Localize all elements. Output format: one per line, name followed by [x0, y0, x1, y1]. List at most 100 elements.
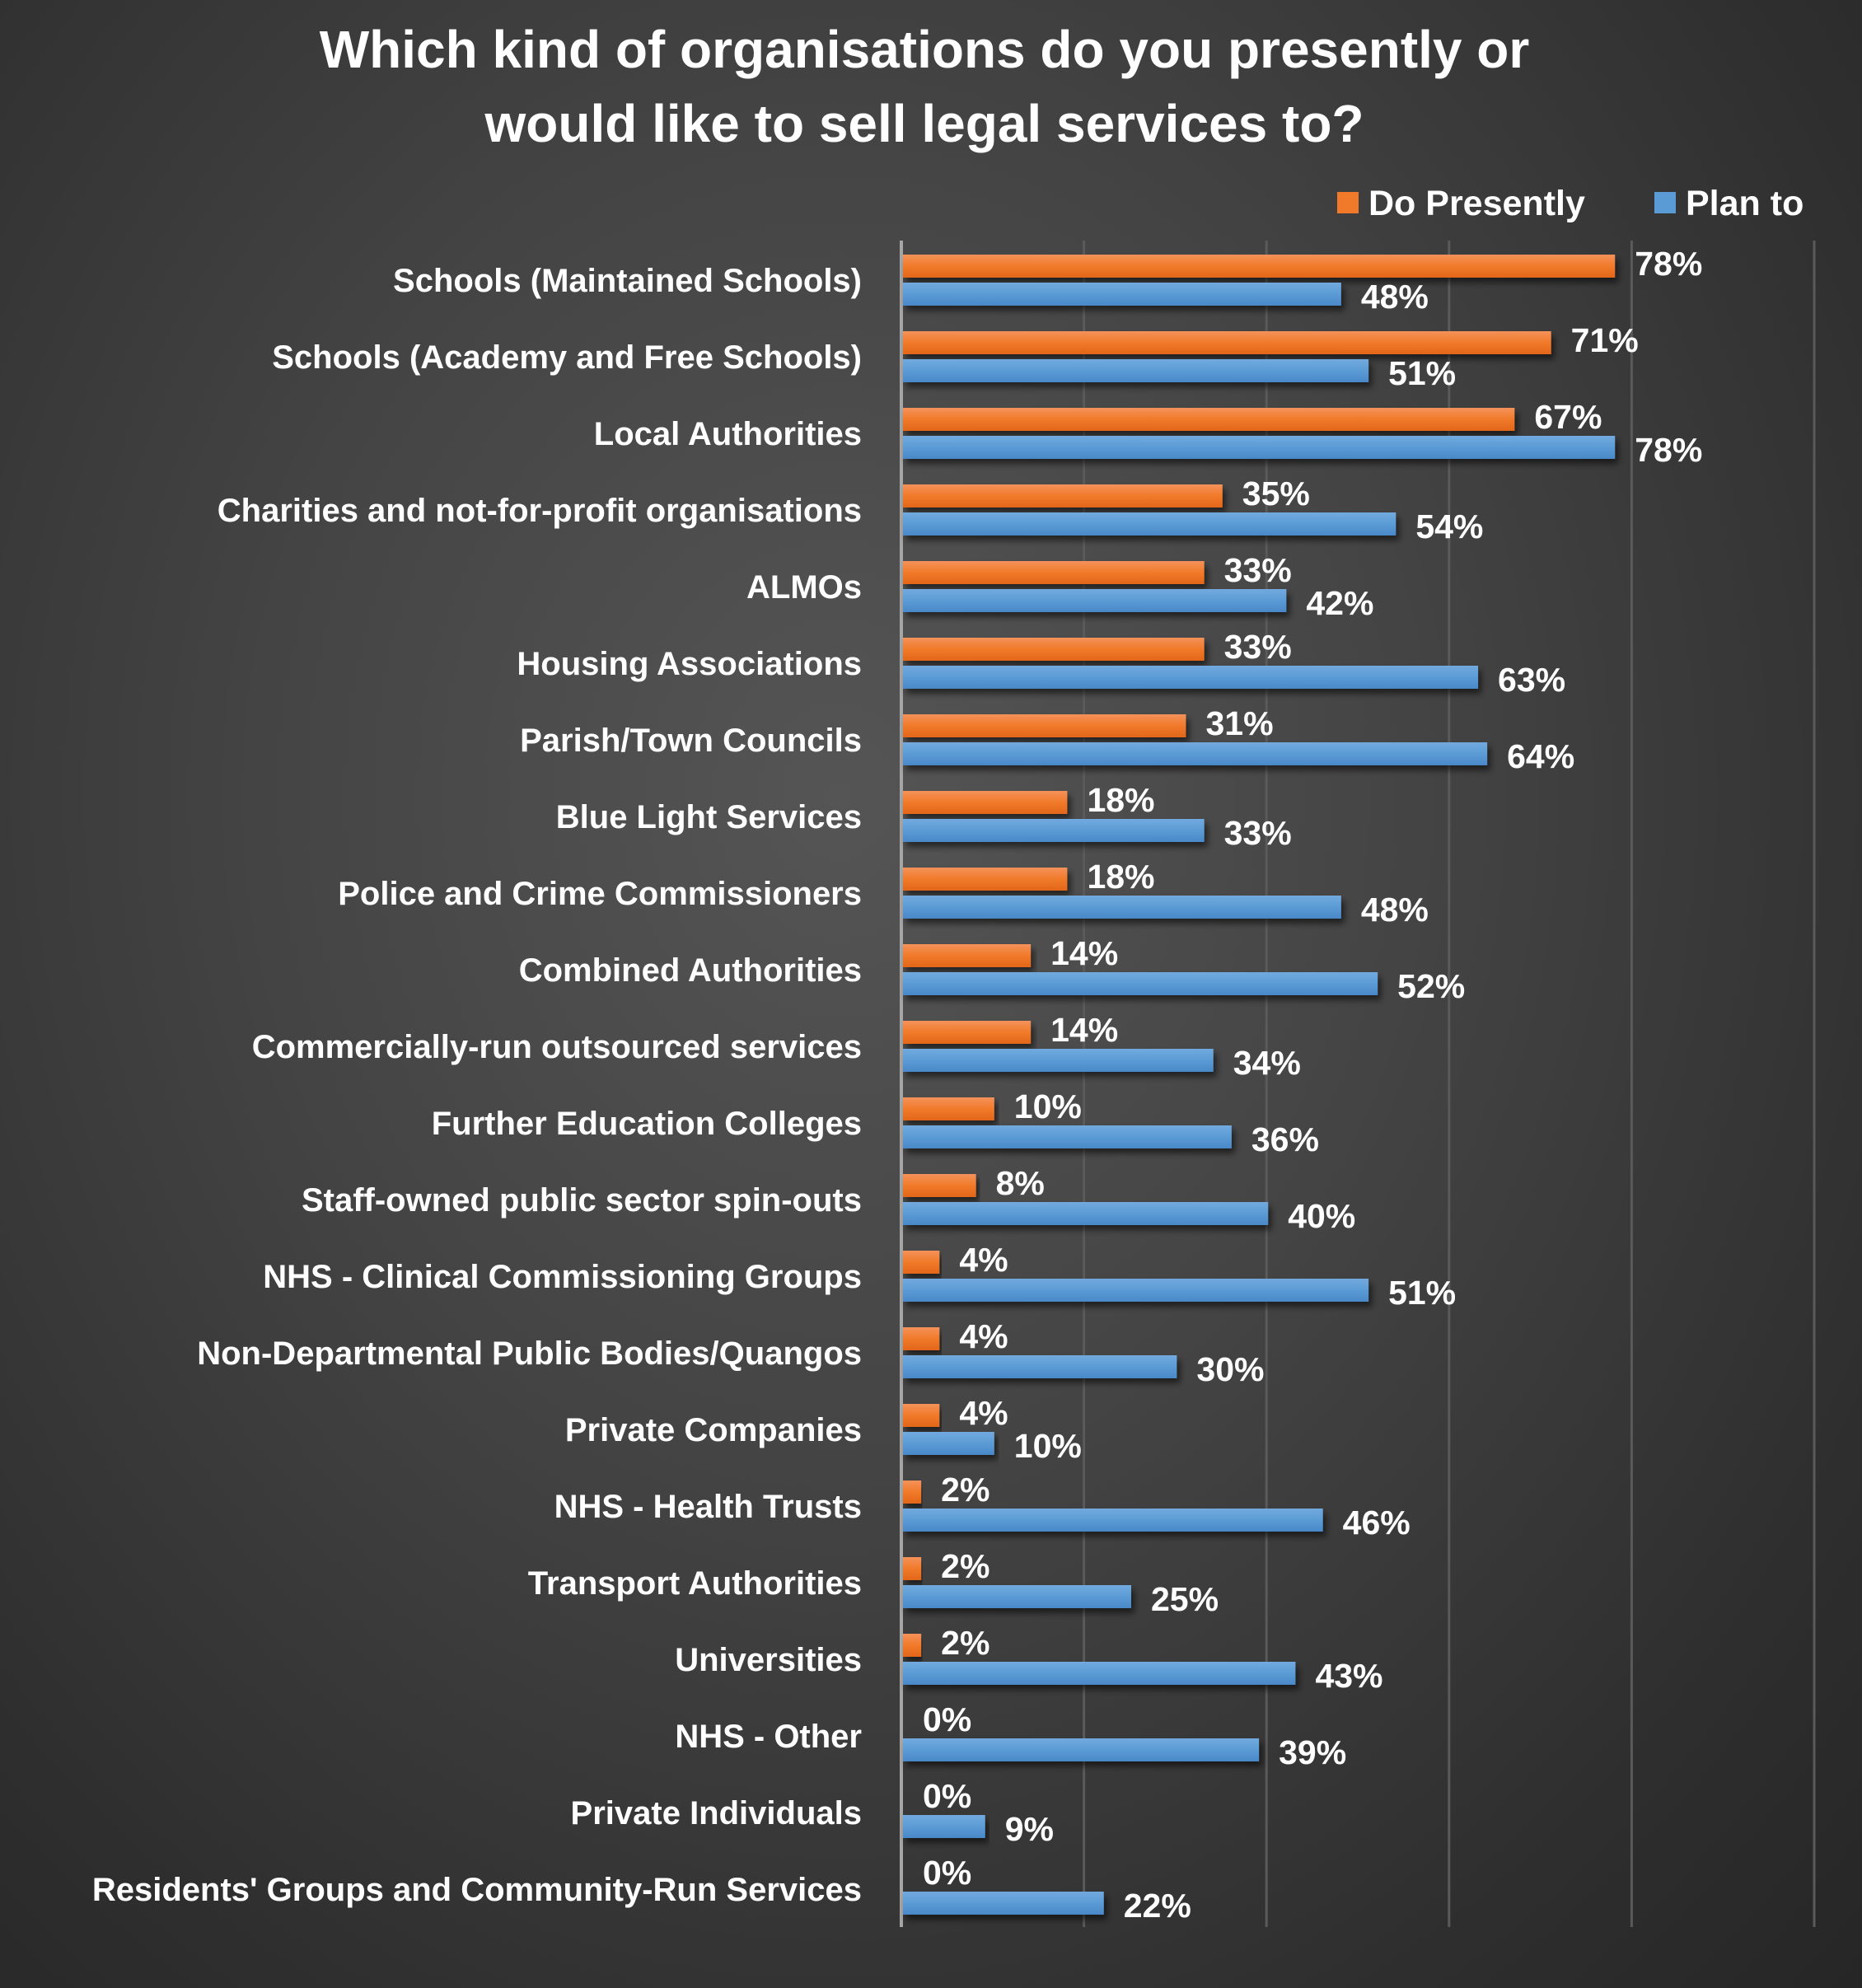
bar-plan-to	[903, 1049, 1214, 1072]
data-label-do-presently: 2%	[941, 1471, 989, 1509]
bar-do-presently	[903, 331, 1551, 354]
data-label-do-presently: 78%	[1635, 245, 1702, 283]
bar-do-presently	[903, 638, 1205, 661]
bar-plan-to	[903, 1202, 1269, 1225]
bars	[903, 255, 1616, 1915]
data-label-do-presently: 2%	[941, 1624, 989, 1662]
category-label: Commercially-run outsourced services	[252, 1029, 862, 1065]
bar-do-presently	[903, 1021, 1032, 1044]
category-label: Residents' Groups and Community-Run Serv…	[92, 1872, 862, 1908]
data-label-plan-to: 30%	[1196, 1350, 1264, 1388]
data-label-do-presently: 35%	[1242, 475, 1310, 512]
category-label: Private Individuals	[571, 1795, 862, 1831]
data-label-plan-to: 54%	[1415, 508, 1483, 545]
data-label-do-presently: 8%	[996, 1164, 1045, 1202]
data-label-do-presently: 31%	[1205, 704, 1273, 742]
category-label: Schools (Academy and Free Schools)	[272, 339, 862, 376]
bar-plan-to	[903, 1662, 1296, 1685]
category-labels: Schools (Maintained Schools) Schools (Aca…	[92, 263, 862, 1908]
category-label: Combined Authorities	[519, 952, 862, 989]
bar-plan-to	[903, 1815, 985, 1838]
data-label-plan-to: 10%	[1014, 1427, 1082, 1465]
legend-label-do-presently: Do Presently	[1368, 184, 1585, 223]
data-label-do-presently: 0%	[923, 1777, 971, 1815]
data-label-do-presently: 33%	[1224, 628, 1292, 666]
data-label-do-presently: 0%	[923, 1854, 971, 1892]
data-label-plan-to: 33%	[1224, 814, 1292, 852]
bar-plan-to	[903, 1355, 1177, 1378]
data-label-plan-to: 22%	[1124, 1887, 1191, 1925]
category-label: Local Authorities	[594, 416, 862, 452]
bar-do-presently	[903, 1251, 940, 1274]
data-label-do-presently: 0%	[923, 1700, 971, 1738]
data-label-do-presently: 33%	[1224, 551, 1292, 589]
legend-swatch-plan-to	[1654, 192, 1676, 213]
data-label-do-presently: 4%	[959, 1394, 1008, 1432]
bar-do-presently	[903, 1327, 940, 1350]
chart-title-line-2: would like to sell legal services to?	[484, 94, 1364, 153]
category-label: NHS - Clinical Commissioning Groups	[263, 1259, 862, 1295]
data-label-plan-to: 25%	[1151, 1580, 1219, 1618]
data-label-plan-to: 51%	[1388, 1274, 1456, 1312]
bar-do-presently	[903, 561, 1205, 584]
data-label-plan-to: 78%	[1635, 431, 1702, 469]
bar-plan-to	[903, 1509, 1323, 1532]
data-label-do-presently: 4%	[959, 1241, 1008, 1279]
category-label: ALMOs	[746, 569, 862, 606]
category-label: Charities and not-for-profit organisatio…	[218, 493, 862, 529]
data-label-plan-to: 63%	[1498, 661, 1565, 699]
category-label: Housing Associations	[517, 646, 862, 682]
bar-plan-to	[903, 589, 1287, 612]
data-label-do-presently: 14%	[1050, 1011, 1118, 1049]
data-label-plan-to: 48%	[1361, 891, 1429, 929]
bar-do-presently	[903, 1480, 922, 1504]
data-label-do-presently: 71%	[1571, 321, 1639, 359]
bar-plan-to	[903, 1125, 1232, 1148]
category-label: Transport Authorities	[528, 1565, 862, 1602]
bar-plan-to	[903, 1892, 1104, 1915]
bar-do-presently	[903, 1174, 976, 1197]
category-label: Blue Light Services	[556, 799, 862, 835]
bar-plan-to	[903, 359, 1369, 382]
category-label: Schools (Maintained Schools)	[393, 263, 862, 299]
data-label-plan-to: 48%	[1361, 278, 1429, 316]
bar-do-presently	[903, 484, 1223, 508]
data-label-do-presently: 18%	[1087, 858, 1154, 896]
data-label-do-presently: 2%	[941, 1547, 989, 1585]
bar-plan-to	[903, 666, 1479, 689]
category-label: Parish/Town Councils	[520, 723, 862, 759]
data-label-plan-to: 36%	[1251, 1120, 1319, 1158]
data-labels: 78% 48% 71% 51% 67% 78% 35% 54% 33% 42% 33% 63% 31% 6…	[923, 245, 1702, 1925]
bar-plan-to	[903, 819, 1205, 842]
bar-plan-to	[903, 742, 1488, 765]
data-label-plan-to: 34%	[1233, 1044, 1301, 1082]
bar-plan-to	[903, 1738, 1260, 1761]
data-label-plan-to: 43%	[1315, 1657, 1382, 1695]
bar-do-presently	[903, 255, 1616, 278]
category-label: Private Companies	[565, 1412, 862, 1448]
chart-title-line-1: Which kind of organisations do you prese…	[320, 20, 1530, 79]
category-label: Police and Crime Commissioners	[338, 876, 862, 912]
data-label-plan-to: 52%	[1397, 967, 1465, 1005]
bar-plan-to	[903, 436, 1616, 459]
bar-do-presently	[903, 1097, 994, 1120]
data-label-plan-to: 40%	[1288, 1197, 1355, 1235]
data-label-plan-to: 46%	[1343, 1504, 1411, 1541]
bar-do-presently	[903, 408, 1515, 431]
data-label-do-presently: 4%	[959, 1317, 1008, 1355]
bar-do-presently	[903, 714, 1186, 737]
bar-do-presently	[903, 791, 1068, 814]
bar-plan-to	[903, 1585, 1131, 1608]
bar-plan-to	[903, 283, 1341, 306]
category-label: NHS - Health Trusts	[554, 1489, 862, 1525]
data-label-plan-to: 9%	[1005, 1810, 1054, 1848]
data-label-do-presently: 67%	[1534, 398, 1602, 436]
category-label: Universities	[675, 1642, 862, 1678]
legend-label-plan-to: Plan to	[1686, 184, 1804, 223]
bar-plan-to	[903, 972, 1378, 995]
data-label-plan-to: 51%	[1388, 354, 1456, 392]
bar-do-presently	[903, 1404, 940, 1427]
bar-do-presently	[903, 1634, 922, 1657]
category-label: NHS - Other	[675, 1719, 862, 1755]
